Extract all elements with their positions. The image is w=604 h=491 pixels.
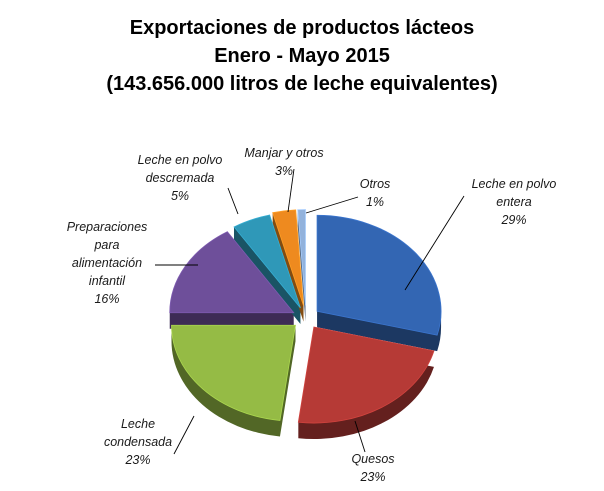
slice-label-7: Otros 1% <box>360 177 391 209</box>
chart-title-line-1: Exportaciones de productos lácteos <box>129 17 475 39</box>
pie-slice-4 <box>169 231 295 314</box>
slice-label-2: Quesos 23% <box>351 452 394 484</box>
slice-label-1: Leche en polvo entera 29% <box>472 177 557 227</box>
chart-title: Exportaciones de productos lácteos Enero… <box>0 14 604 98</box>
leader-line-3 <box>173 415 195 455</box>
pie-slice-6 <box>272 209 304 306</box>
leader-line-7 <box>305 196 359 214</box>
pie-slice-2 <box>297 326 435 424</box>
pie-slice-5 <box>233 214 301 309</box>
slice-label-5: Leche en polvo descremada 5% <box>138 153 223 203</box>
leader-line-6 <box>287 168 295 213</box>
chart-title-line-3: (143.656.000 litros de leche equivalente… <box>106 73 498 95</box>
leader-line-5 <box>227 187 239 215</box>
pie-slices <box>169 209 442 440</box>
slice-label-4: Preparaciones para alimentación infantil 16% <box>67 220 148 306</box>
pie-slice-3 <box>171 324 296 421</box>
slice-label-6: Manjar y otros 3% <box>244 146 323 178</box>
pie-slice-7 <box>297 209 306 306</box>
pie-slice-side-5 <box>233 214 301 324</box>
slice-labels: Leche en polvo entera 29% Quesos 23% Leche con… <box>67 146 557 484</box>
chart-title-line-2: Enero - Mayo 2015 <box>214 45 390 67</box>
leader-line-2 <box>354 420 366 453</box>
leader-line-1 <box>404 195 465 291</box>
label-leader-lines <box>155 168 465 455</box>
slice-label-3: Leche condensada 23% <box>104 417 172 467</box>
pie-slice-1 <box>316 214 442 336</box>
